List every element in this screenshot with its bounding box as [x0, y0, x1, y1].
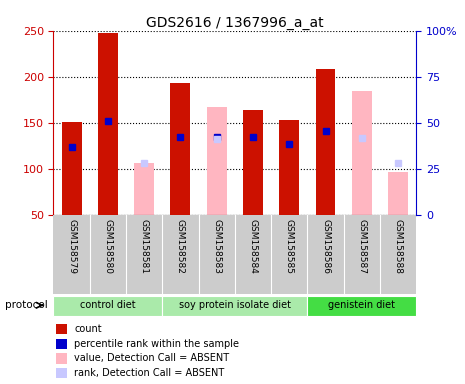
Text: GSM158579: GSM158579: [67, 219, 76, 274]
Bar: [207, 107, 226, 215]
Bar: [62, 122, 81, 215]
Text: value, Detection Call = ABSENT: value, Detection Call = ABSENT: [74, 353, 230, 364]
Text: GSM158585: GSM158585: [285, 219, 294, 274]
Bar: [134, 162, 154, 215]
Text: percentile rank within the sample: percentile rank within the sample: [74, 339, 239, 349]
Bar: [171, 83, 190, 215]
Bar: [56, 339, 67, 349]
Bar: [53, 296, 162, 316]
Text: genistein diet: genistein diet: [328, 300, 395, 310]
Bar: [243, 110, 263, 215]
Text: GSM158581: GSM158581: [140, 219, 149, 274]
Bar: [279, 120, 299, 215]
Bar: [307, 296, 416, 316]
Text: control diet: control diet: [80, 300, 136, 310]
Bar: [352, 91, 372, 215]
Bar: [98, 33, 118, 215]
Bar: [56, 368, 67, 378]
Text: GSM158586: GSM158586: [321, 219, 330, 274]
Text: GSM158583: GSM158583: [212, 219, 221, 274]
Text: GSM158582: GSM158582: [176, 219, 185, 274]
Bar: [388, 172, 408, 215]
Bar: [316, 68, 335, 215]
Text: GSM158584: GSM158584: [248, 219, 258, 274]
Text: GSM158588: GSM158588: [393, 219, 403, 274]
Text: GSM158587: GSM158587: [357, 219, 366, 274]
Bar: [56, 353, 67, 364]
Text: GSM158580: GSM158580: [103, 219, 113, 274]
Text: soy protein isolate diet: soy protein isolate diet: [179, 300, 291, 310]
Text: rank, Detection Call = ABSENT: rank, Detection Call = ABSENT: [74, 368, 225, 378]
Text: protocol: protocol: [5, 300, 47, 310]
Text: count: count: [74, 324, 102, 334]
Bar: [162, 296, 307, 316]
Bar: [56, 324, 67, 334]
Title: GDS2616 / 1367996_a_at: GDS2616 / 1367996_a_at: [146, 16, 324, 30]
